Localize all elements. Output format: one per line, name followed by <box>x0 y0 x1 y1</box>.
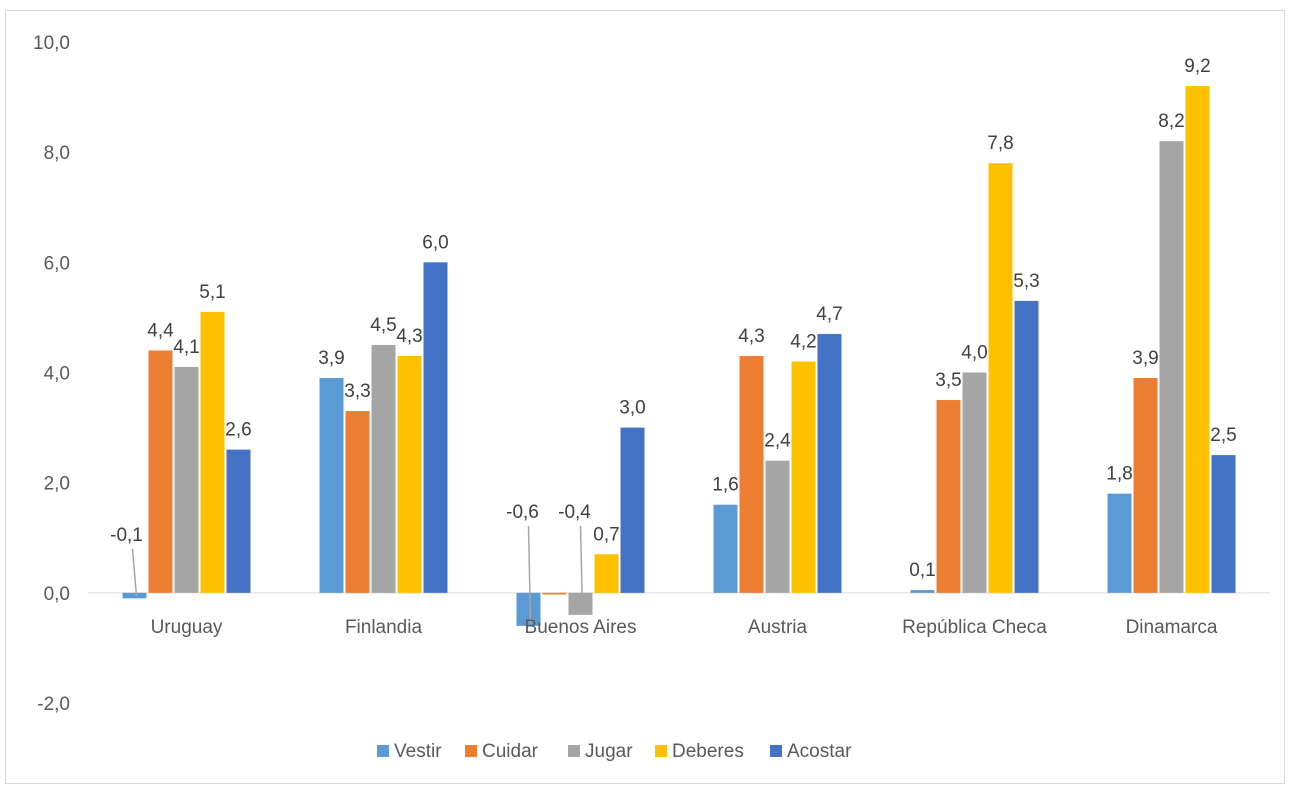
data-label: 5,3 <box>1013 271 1039 292</box>
data-label: 2,4 <box>764 431 791 452</box>
bar-jugar <box>1159 141 1184 593</box>
data-label: 4,5 <box>370 315 396 336</box>
legend-label: Acostar <box>787 741 852 762</box>
category-label: Austria <box>748 617 808 638</box>
y-tick-label: 10,0 <box>33 33 70 54</box>
data-label: 8,2 <box>1158 111 1184 132</box>
data-label: 3,9 <box>1132 348 1158 369</box>
bar-jugar <box>174 366 199 593</box>
data-label: -0,1 <box>110 525 143 546</box>
data-label: 3,9 <box>318 348 344 369</box>
data-label: 4,1 <box>173 337 199 358</box>
bar-cuidar <box>1133 378 1158 593</box>
data-label: 5,1 <box>199 282 225 303</box>
bar-acostar <box>226 449 251 593</box>
y-tick-label: 8,0 <box>44 143 70 164</box>
bar-vestir <box>319 378 344 593</box>
data-label: 6,0 <box>422 232 448 253</box>
bar-acostar <box>817 333 842 593</box>
data-label: -0,4 <box>558 502 591 523</box>
y-tick-label: 4,0 <box>44 364 70 385</box>
bar-vestir <box>516 592 541 626</box>
data-label: 7,8 <box>987 133 1013 154</box>
legend-label: Vestir <box>394 741 442 762</box>
legend-swatch-jugar <box>568 745 580 757</box>
legend-swatch-acostar <box>770 745 782 757</box>
leader-line <box>579 525 584 613</box>
bar-jugar <box>962 372 987 593</box>
bar-acostar <box>620 427 645 593</box>
bar-deberes <box>791 361 816 593</box>
y-tick-label: 6,0 <box>44 253 70 274</box>
bar-vestir <box>713 504 738 593</box>
data-label: -0,6 <box>506 502 539 523</box>
data-label: 1,6 <box>712 475 738 496</box>
bar-deberes <box>397 355 422 593</box>
data-label: 4,7 <box>816 304 842 325</box>
bar-jugar <box>371 344 396 593</box>
data-label: 0,7 <box>593 524 619 545</box>
data-label: 2,6 <box>225 420 251 441</box>
bar-deberes <box>1185 86 1210 593</box>
category-label: Dinamarca <box>1126 617 1218 638</box>
bar-cuidar <box>739 355 764 593</box>
data-label: 4,3 <box>738 326 764 347</box>
category-label: Uruguay <box>151 617 223 638</box>
y-tick-label: 2,0 <box>44 474 70 495</box>
bar-cuidar <box>148 350 173 593</box>
data-label: 4,2 <box>790 331 816 352</box>
bar-acostar <box>1211 455 1236 593</box>
legend-swatch-deberes <box>655 745 667 757</box>
data-label: 4,3 <box>396 326 422 347</box>
bar-vestir <box>122 592 147 599</box>
bar-jugar <box>765 460 790 593</box>
bar-deberes <box>200 311 225 593</box>
legend-swatch-cuidar <box>465 745 477 757</box>
bar-vestir <box>910 590 935 593</box>
category-label: Finlandia <box>345 617 423 638</box>
data-label: 3,5 <box>935 370 961 391</box>
bar-cuidar <box>542 592 567 595</box>
bar-vestir <box>1107 493 1132 593</box>
category-label: Buenos Aires <box>525 617 637 638</box>
legend-swatch-vestir <box>377 745 389 757</box>
data-label: 1,8 <box>1106 464 1132 485</box>
legend-label: Jugar <box>585 741 633 762</box>
leader-line <box>527 525 532 624</box>
data-label: 4,0 <box>961 343 987 364</box>
bar-deberes <box>594 554 619 593</box>
y-tick-label: -2,0 <box>37 694 70 715</box>
data-label: 3,0 <box>619 398 645 419</box>
data-label: 3,3 <box>344 381 370 402</box>
data-label: 4,4 <box>147 320 174 341</box>
bar-jugar <box>568 592 593 615</box>
bar-cuidar <box>936 400 961 593</box>
data-label: 9,2 <box>1184 56 1210 77</box>
data-label: 2,5 <box>1210 425 1236 446</box>
y-tick-label: 0,0 <box>44 584 70 605</box>
category-label: República Checa <box>902 617 1047 638</box>
chart-frame <box>5 10 1285 784</box>
legend-label: Deberes <box>672 741 744 762</box>
bar-acostar <box>1014 300 1039 593</box>
bar-deberes <box>988 163 1013 593</box>
leader-line <box>131 548 138 597</box>
data-label: 0,1 <box>909 560 935 581</box>
legend-label: Cuidar <box>482 741 539 762</box>
bar-cuidar <box>345 411 370 593</box>
bar-acostar <box>423 262 448 593</box>
